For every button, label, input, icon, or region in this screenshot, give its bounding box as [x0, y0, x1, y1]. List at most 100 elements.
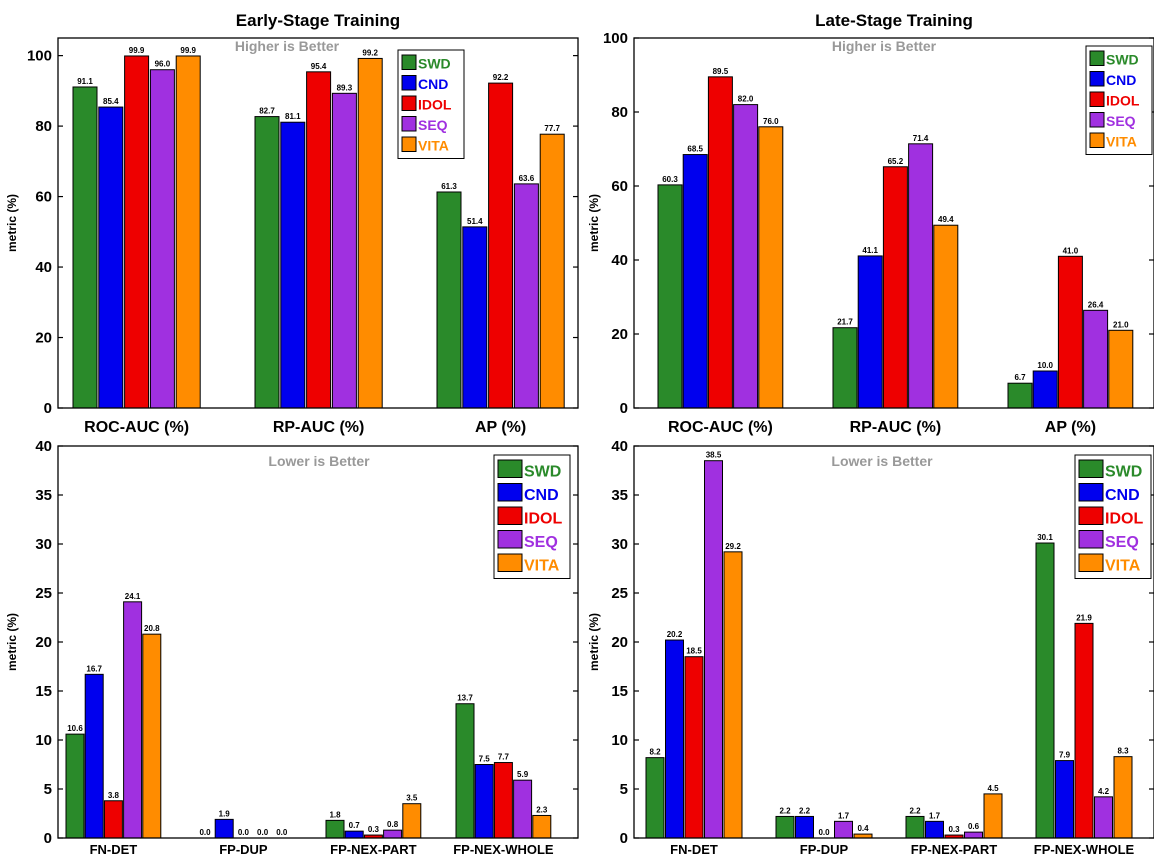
y-tick-label: 30	[35, 536, 52, 553]
legend-swatch-seq	[497, 530, 523, 549]
bar-value-label: 82.0	[738, 95, 754, 104]
bar-value-label: 0.8	[387, 820, 399, 829]
bar-cnd-3	[1032, 370, 1058, 409]
legend-swatch-idol	[497, 506, 523, 525]
bar-value-label: 6.7	[1014, 373, 1026, 382]
bar-value-label: 3.8	[108, 791, 120, 800]
bar-value-label: 8.3	[1117, 747, 1129, 756]
bar-value-label: 91.1	[77, 77, 93, 86]
plot-frame	[633, 37, 1154, 409]
bar-value-label: 8.2	[649, 748, 661, 757]
bar-seq-2	[908, 143, 934, 409]
x-tick-label: FN-DET	[670, 842, 718, 857]
bar-cnd-4	[1055, 760, 1074, 839]
legend-label-seq: SEQ	[1106, 113, 1136, 129]
plot-frame	[57, 37, 579, 409]
bar-swd-3	[436, 191, 462, 409]
bar-value-label: 29.2	[725, 542, 741, 551]
bar-value-label: 18.5	[686, 647, 702, 656]
y-tick-label: 40	[611, 438, 628, 455]
bar-value-label: 4.5	[987, 784, 999, 793]
bar-idol-1	[684, 656, 704, 839]
legend-label-seq: SEQ	[418, 117, 448, 133]
bar-seq-3	[1083, 309, 1109, 409]
y-tick-label: 20	[35, 330, 52, 347]
y-tick-label: 80	[35, 118, 52, 135]
bar-value-label: 38.5	[706, 451, 722, 460]
chart-note: Lower is Better	[268, 453, 370, 469]
bar-value-label: 82.7	[259, 107, 275, 116]
y-tick-label: 10	[611, 732, 628, 749]
bar-value-label: 26.4	[1088, 300, 1104, 309]
bar-value-label: 2.3	[536, 805, 548, 814]
legend-label-cnd: CND	[524, 487, 559, 504]
bar-value-label: 99.9	[180, 46, 196, 55]
y-tick-label: 60	[611, 178, 628, 195]
bar-idol-4	[493, 762, 513, 839]
legend-label-idol: IDOL	[524, 511, 562, 528]
y-tick-label: 0	[620, 400, 628, 417]
y-tick-label: 35	[35, 487, 52, 504]
y-axis-label: metric (%)	[5, 194, 19, 252]
y-tick-label: 35	[611, 487, 628, 504]
bar-value-label: 20.8	[144, 624, 160, 633]
legend-swatch-idol	[1078, 506, 1104, 525]
x-tick-label: ROC-AUC (%)	[84, 419, 189, 436]
bar-value-label: 41.0	[1063, 246, 1079, 255]
bar-swd-3	[905, 815, 925, 839]
bar-value-label: 77.7	[544, 124, 560, 133]
bar-value-label: 20.2	[667, 630, 683, 639]
bar-vita-1	[723, 551, 743, 839]
chart-note: Higher is Better	[832, 38, 937, 54]
bar-value-label: 24.1	[125, 592, 141, 601]
bar-value-label: 61.3	[441, 182, 457, 191]
bar-cnd-1	[98, 106, 124, 409]
bar-value-label: 99.2	[362, 48, 378, 57]
chart-note: Lower is Better	[831, 453, 933, 469]
legend-label-vita: VITA	[524, 558, 560, 575]
x-tick-label: FN-DET	[90, 842, 138, 857]
bar-value-label: 51.4	[467, 217, 483, 226]
legend: SWD CND IDOL SEQ VITA	[1085, 45, 1153, 155]
bar-value-label: 10.6	[67, 724, 83, 733]
bar-value-label: 3.5	[406, 794, 418, 803]
bar-value-label: 95.4	[311, 62, 327, 71]
bar-swd-1	[72, 86, 98, 409]
y-tick-label: 15	[35, 683, 52, 700]
chart-panel-2: Late-Stage Training metric (%) 60.3 68.5 89.…	[587, 11, 1154, 436]
bar-seq-3	[964, 831, 983, 839]
bar-value-label: 30.1	[1037, 533, 1053, 542]
bar-idol-1	[124, 55, 150, 409]
bar-seq-2	[331, 92, 357, 409]
x-tick-label: FP-NEX-WHOLE	[1034, 842, 1135, 857]
bar-vita-2	[933, 224, 959, 409]
y-tick-label: 30	[611, 536, 628, 553]
legend-swatch-seq	[1089, 112, 1105, 128]
bar-value-label: 0.0	[199, 828, 211, 837]
legend-label-seq: SEQ	[1105, 534, 1139, 551]
bar-vita-3	[1108, 329, 1134, 409]
chart-title: Early-Stage Training	[236, 11, 400, 30]
bar-seq-3	[383, 829, 403, 839]
bar-cnd-2	[280, 121, 306, 409]
x-tick-label: FP-NEX-PART	[330, 842, 416, 857]
bar-value-label: 7.7	[498, 753, 510, 762]
chart-title: Late-Stage Training	[815, 11, 973, 30]
y-tick-label: 0	[44, 400, 52, 417]
legend-swatch-seq	[1078, 530, 1104, 549]
legend-swatch-seq	[401, 116, 417, 132]
bar-cnd-1	[682, 154, 708, 409]
bar-value-label: 1.7	[929, 811, 941, 820]
legend-label-cnd: CND	[1105, 487, 1140, 504]
bar-swd-1	[657, 184, 683, 409]
bar-vita-1	[175, 55, 201, 409]
bar-value-label: 85.4	[103, 97, 119, 106]
bar-swd-2	[775, 815, 795, 839]
bar-value-label: 16.7	[86, 664, 102, 673]
bar-value-label: 2.2	[799, 806, 811, 815]
legend-label-seq: SEQ	[524, 534, 558, 551]
y-tick-label: 5	[44, 781, 52, 798]
bar-cnd-3	[344, 830, 364, 839]
bar-value-label: 21.7	[837, 318, 853, 327]
